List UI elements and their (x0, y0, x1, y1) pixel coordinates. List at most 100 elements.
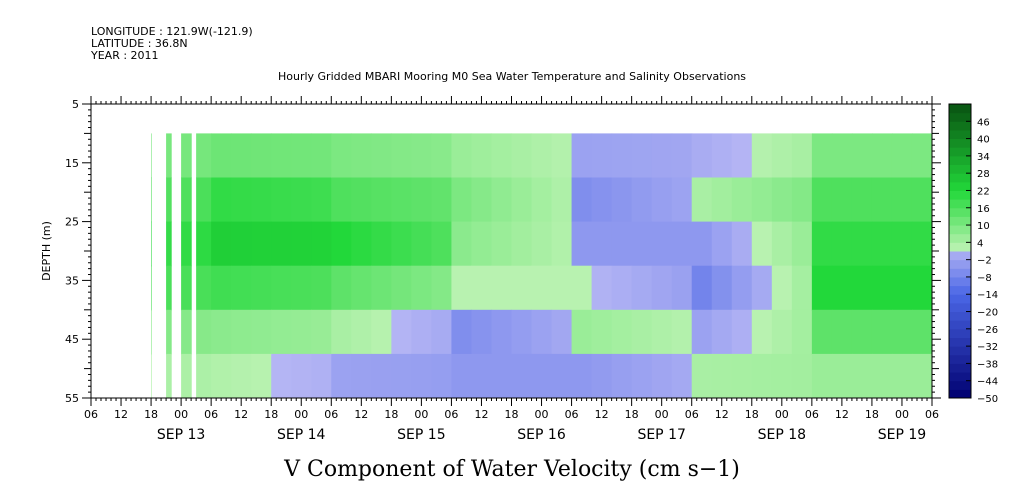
heatmap-cell (871, 265, 893, 311)
heatmap-cell (751, 133, 773, 179)
colorbar-swatch (949, 112, 971, 122)
colorbar-label: −26 (977, 325, 998, 336)
heatmap-cell (671, 221, 693, 267)
colorbar-swatch (949, 138, 971, 148)
heatmap-cell (311, 133, 332, 179)
x-hour-label: 18 (264, 408, 278, 421)
heatmap-cell (611, 177, 633, 223)
heatmap-cell (196, 309, 212, 355)
heatmap-cell (631, 133, 653, 179)
colorbar-label: −38 (977, 359, 998, 370)
heatmap-cell (671, 133, 693, 179)
heatmap-cell (391, 309, 412, 355)
heatmap-cell (911, 221, 932, 267)
heatmap-cell (291, 353, 312, 398)
colorbar-swatch (949, 268, 971, 278)
heatmap-cell (711, 221, 733, 267)
heatmap-cell (831, 177, 853, 223)
colorbar-swatch (949, 285, 971, 295)
heatmap-cell (471, 309, 493, 355)
heatmap-cell (471, 177, 493, 223)
heatmap-cell (891, 177, 913, 223)
y-tick-label: 25 (65, 216, 79, 229)
heatmap-cell (491, 353, 513, 398)
colorbar: 46 40 34 28 22 16 10 4 −2 −8 −14 −20 −26 −32 −38 −44 −50 (948, 103, 998, 405)
colorbar-swatch (949, 129, 971, 140)
x-hour-label: 00 (655, 408, 669, 421)
x-day-label: SEP 16 (517, 427, 566, 443)
heatmap-cell (411, 309, 433, 355)
colorbar-swatch (949, 354, 971, 364)
heatmap-cell (551, 177, 573, 223)
colorbar-swatch (949, 199, 971, 209)
heatmap-cell (791, 133, 813, 179)
heatmap-cell (181, 309, 192, 355)
heatmap-cell (391, 177, 412, 223)
x-hour-label: 18 (384, 408, 398, 421)
heatmap-cell (196, 177, 212, 223)
heatmap-cell (551, 309, 573, 355)
heatmap-cell (731, 133, 753, 179)
heatmap-cell (511, 177, 533, 223)
heatmap-cell (431, 353, 453, 398)
x-day-label: SEP 19 (878, 427, 926, 443)
heatmap-cell (211, 265, 232, 311)
heatmap-cell (531, 265, 553, 311)
colorbar-swatch (949, 147, 971, 157)
heatmap-cell (231, 133, 252, 179)
x-hour-label: 18 (144, 408, 158, 421)
heatmap-cell (771, 177, 793, 223)
heatmap-cell (451, 265, 473, 311)
heatmap-cell (771, 353, 793, 398)
heatmap-cell (311, 309, 332, 355)
colorbar-swatch (949, 216, 971, 226)
heatmap-cell (151, 265, 152, 311)
colorbar-swatch (949, 372, 971, 382)
colorbar-label: 22 (977, 186, 990, 197)
x-hour-label: 00 (775, 408, 789, 421)
heatmap-cell (591, 221, 613, 267)
heatmap-cell (491, 177, 513, 223)
heatmap-cell (531, 309, 553, 355)
heatmap-cell (551, 133, 573, 179)
heatmap-cell (371, 221, 392, 267)
heatmap-cell (491, 309, 513, 355)
heatmap-cell (751, 309, 773, 355)
heatmap-cell (611, 265, 633, 311)
heatmap-cell (291, 221, 312, 267)
heatmap-cell (331, 309, 352, 355)
x-hour-label: 12 (114, 408, 128, 421)
heatmap-cell (531, 353, 553, 398)
heatmap-cell (631, 177, 653, 223)
heatmap-cell (591, 353, 613, 398)
heatmap-area (151, 133, 932, 398)
heatmap-cell (471, 221, 493, 267)
heatmap-cell (571, 133, 593, 179)
heatmap-cell (851, 133, 873, 179)
heatmap-cell (151, 221, 152, 267)
heatmap-cell (271, 133, 292, 179)
heatmap-cell (411, 221, 433, 267)
heatmap-cell (531, 221, 553, 267)
heatmap-cell (911, 309, 932, 355)
heatmap-cell (611, 221, 633, 267)
colorbar-swatch (949, 181, 971, 191)
heatmap-cell (291, 309, 312, 355)
heatmap-cell (331, 221, 352, 267)
heatmap-cell (551, 221, 573, 267)
heatmap-cell (571, 353, 593, 398)
heatmap-cell (271, 221, 292, 267)
colorbar-swatch (949, 320, 971, 330)
heatmap-cell (811, 133, 833, 179)
heatmap-cell (671, 309, 693, 355)
colorbar-label: −14 (977, 290, 998, 301)
heatmap-cell (181, 265, 192, 311)
colorbar-swatch (949, 337, 971, 347)
x-day-label: SEP 17 (637, 427, 685, 443)
latitude-text: LATITUDE : 36.8N (91, 37, 188, 50)
heatmap-cell (271, 177, 292, 223)
heatmap-cell (871, 177, 893, 223)
heatmap-cell (181, 133, 192, 179)
heatmap-cell (891, 309, 913, 355)
heatmap-cell (166, 133, 172, 179)
